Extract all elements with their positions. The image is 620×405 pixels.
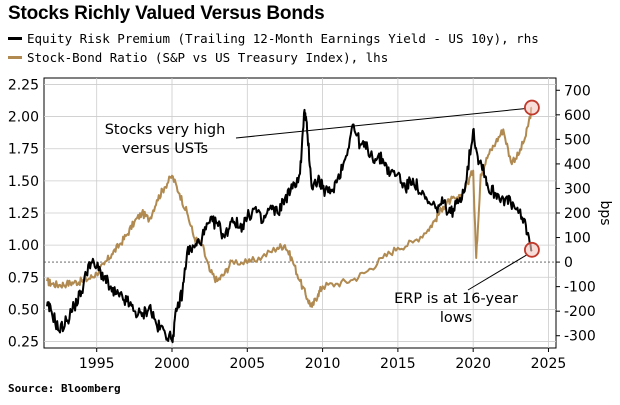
right-tick-label: 700 (564, 83, 591, 99)
right-axis-label: bps (597, 200, 613, 225)
right-tick-label: -200 (564, 304, 596, 320)
right-tick-label: 200 (564, 206, 591, 222)
x-tick-label: 1995 (79, 356, 115, 372)
left-tick-label: 1.50 (8, 174, 39, 190)
legend-ratio-label: Stock-Bond Ratio (S&P vs US Treasury Ind… (27, 49, 389, 65)
x-tick-label: 2010 (305, 356, 341, 372)
right-tick-label: 500 (564, 132, 591, 148)
legend-erp-label: Equity Risk Premium (Trailing 12-Month E… (27, 30, 539, 46)
left-tick-label: 1.25 (8, 206, 39, 222)
left-tick-label: 1.00 (8, 238, 39, 254)
series-stock-bond-ratio (46, 106, 533, 308)
x-tick-label: 2015 (380, 356, 416, 372)
right-tick-label: 300 (564, 181, 591, 197)
legend-erp: Equity Risk Premium (Trailing 12-Month E… (8, 29, 539, 47)
legend-ratio: Stock-Bond Ratio (S&P vs US Treasury Ind… (8, 48, 388, 66)
right-tick-label: 0 (564, 255, 573, 271)
x-tick-label: 2005 (229, 356, 265, 372)
series-equity-risk-premium (46, 108, 533, 344)
source-note: Source: Bloomberg (8, 382, 121, 395)
legend-erp-swatch (8, 36, 22, 40)
annotation-2-line-2: lows (440, 310, 472, 326)
left-tick-label: 2.00 (8, 110, 39, 126)
annotation-2-leader (467, 254, 528, 291)
annotation-2-line-1: ERP is at 16-year (394, 291, 518, 307)
legend-ratio-swatch (8, 55, 22, 59)
left-tick-label: 1.75 (8, 142, 39, 158)
right-tick-label: 100 (564, 231, 591, 247)
x-tick-label: 2020 (455, 356, 491, 372)
chart-title: Stocks Richly Valued Versus Bonds (8, 3, 325, 24)
annotation-1-line-2: versus USTs (122, 141, 208, 157)
right-tick-label: -100 (564, 280, 596, 296)
left-tick-label: 0.25 (8, 335, 39, 351)
right-tick-label: 600 (564, 108, 591, 124)
annotation-1-marker (524, 99, 540, 116)
x-tick-label: 2000 (154, 356, 190, 372)
annotation-1-leader (235, 108, 525, 139)
right-tick-label: -300 (564, 329, 596, 345)
left-tick-label: 2.25 (8, 77, 39, 93)
annotation-2-marker (524, 241, 540, 258)
right-tick-label: 400 (564, 157, 591, 173)
annotation-1-line-1: Stocks very high (105, 122, 226, 138)
left-tick-label: 0.50 (8, 302, 39, 318)
left-tick-label: 0.75 (8, 270, 39, 286)
x-tick-label: 2025 (531, 356, 567, 372)
